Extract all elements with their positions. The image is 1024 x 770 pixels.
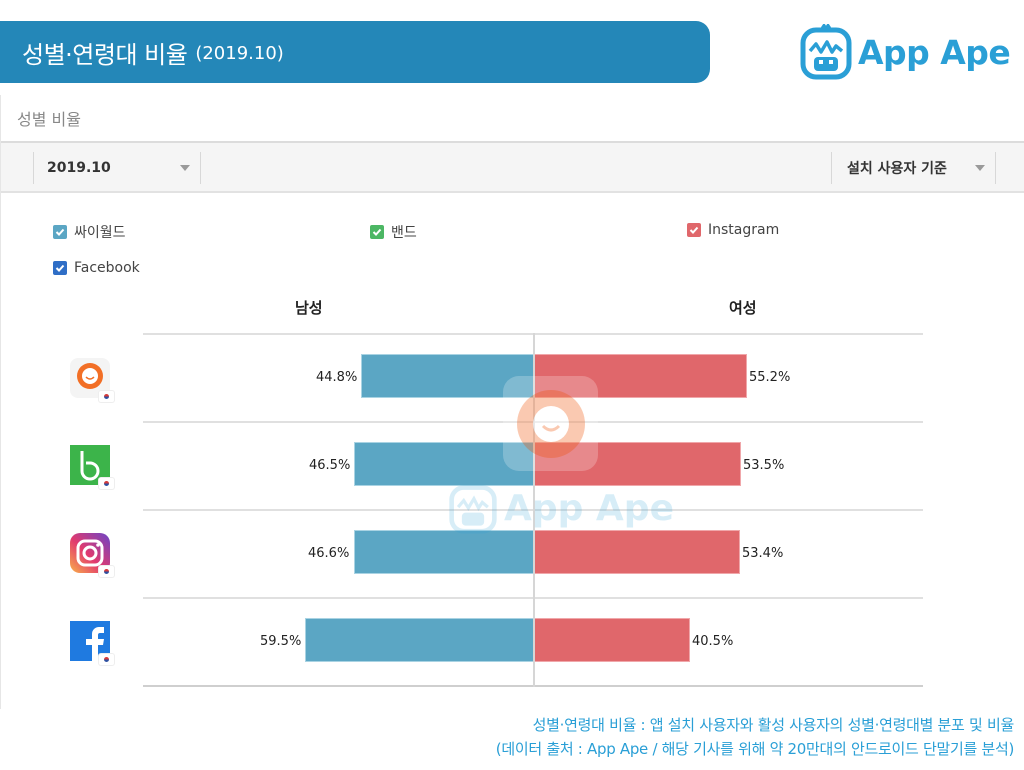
legend-item-instagram[interactable]: Instagram <box>687 222 779 238</box>
male-bar <box>305 618 534 662</box>
basis-select[interactable]: 설치 사용자 기준 <box>831 152 996 184</box>
female-column-header: 여성 <box>729 299 757 317</box>
korea-flag-icon <box>99 566 114 577</box>
chevron-down-icon <box>975 165 985 171</box>
legend-item-facebook[interactable]: Facebook <box>53 260 140 276</box>
instagram-app-icon <box>70 533 114 577</box>
checkbox-checked-icon[interactable] <box>370 225 384 239</box>
korea-flag-icon <box>99 391 114 402</box>
male-bar <box>354 530 534 574</box>
legend-item-band[interactable]: 밴드 <box>370 222 417 242</box>
legend-label: Facebook <box>74 260 140 276</box>
legend-item-cyworld[interactable]: 싸이월드 <box>53 222 126 242</box>
male-value: 44.8% <box>316 370 358 385</box>
female-bar <box>534 442 741 486</box>
legend-label: 싸이월드 <box>74 225 126 241</box>
female-value: 40.5% <box>692 634 734 649</box>
male-bar <box>361 354 534 398</box>
female-bar <box>534 618 690 662</box>
page-title-bar: 성별·연령대 비율 (2019.10) <box>0 21 710 83</box>
korea-flag-icon <box>99 478 114 489</box>
center-axis-line <box>533 333 535 687</box>
female-value: 53.4% <box>742 546 784 561</box>
month-select[interactable]: 2019.10 <box>33 152 201 184</box>
brand-logo: App Ape <box>800 22 1011 82</box>
month-select-value: 2019.10 <box>47 160 111 176</box>
male-value: 46.6% <box>308 546 350 561</box>
male-bar <box>354 442 534 486</box>
male-value: 59.5% <box>260 634 302 649</box>
checkbox-checked-icon[interactable] <box>53 225 67 239</box>
female-bar <box>534 354 747 398</box>
basis-select-value: 설치 사용자 기준 <box>847 161 947 177</box>
cyworld-app-icon <box>70 358 114 402</box>
female-value: 55.2% <box>749 370 791 385</box>
panel-title: 성별 비율 <box>17 110 81 129</box>
band-app-icon <box>70 445 114 489</box>
female-bar <box>534 530 740 574</box>
brand-name: App Ape <box>858 32 1011 72</box>
filter-bar: 2019.10 설치 사용자 기준 <box>1 141 1024 193</box>
legend-label: 밴드 <box>391 225 417 241</box>
legend-label: Instagram <box>708 222 780 238</box>
checkbox-checked-icon[interactable] <box>687 223 701 237</box>
facebook-app-icon <box>70 621 114 665</box>
footnote: 성별·연령대 비율 : 앱 설치 사용자와 활성 사용자의 성별·연령대별 분포… <box>495 713 1015 761</box>
male-column-header: 남성 <box>295 299 323 317</box>
app-ape-logo-icon <box>800 24 852 80</box>
male-value: 46.5% <box>309 458 351 473</box>
page-title: 성별·연령대 비율 <box>22 40 188 69</box>
footnote-line-1: 성별·연령대 비율 : 앱 설치 사용자와 활성 사용자의 성별·연령대별 분포… <box>532 716 1015 734</box>
korea-flag-icon <box>99 654 114 665</box>
female-value: 53.5% <box>743 458 785 473</box>
chevron-down-icon <box>180 165 190 171</box>
footnote-line-2: (데이터 출처 : App Ape / 해당 기사를 위해 약 20만대의 안드… <box>495 740 1015 758</box>
page-period: (2019.10) <box>195 43 284 64</box>
checkbox-checked-icon[interactable] <box>53 261 67 275</box>
gender-ratio-panel: 성별 비율 2019.10 설치 사용자 기준 <box>0 95 1024 709</box>
